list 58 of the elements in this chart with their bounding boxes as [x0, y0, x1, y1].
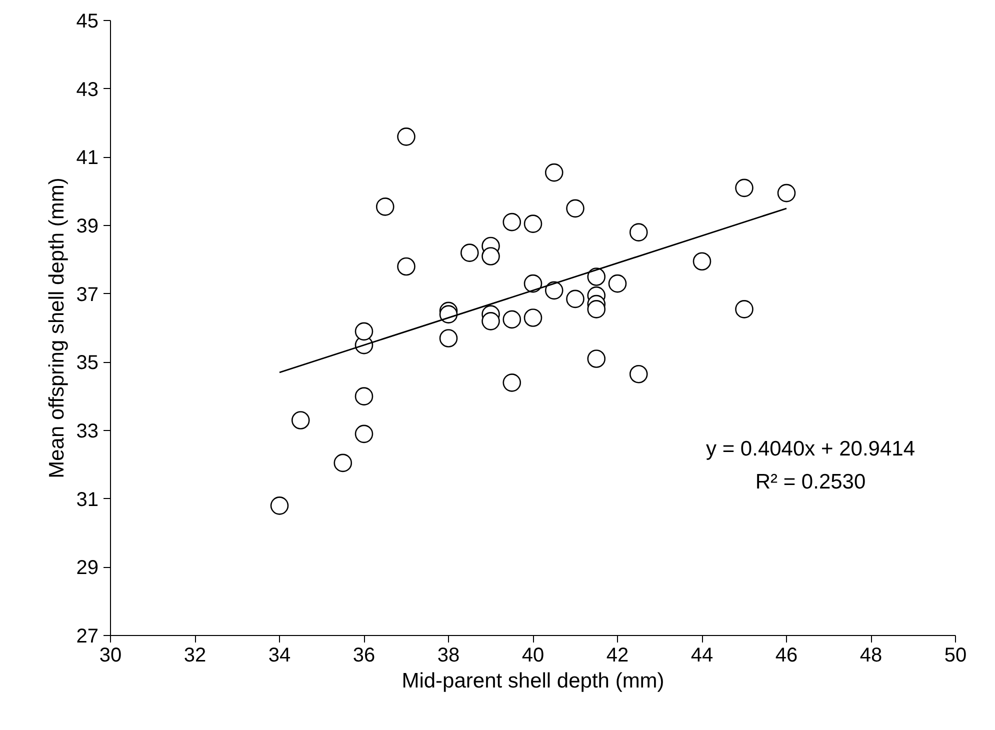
point — [777, 184, 796, 202]
point — [566, 199, 584, 218]
point — [376, 198, 394, 216]
point — [354, 424, 374, 444]
y-tick-label: 29 — [76, 557, 99, 580]
point — [460, 244, 479, 262]
point — [544, 163, 564, 182]
point — [502, 310, 522, 329]
point — [397, 128, 416, 146]
x-tick-label: 42 — [606, 644, 629, 666]
point — [397, 257, 416, 276]
x-tick-label: 44 — [690, 644, 714, 666]
y-tick-label: 35 — [76, 352, 99, 374]
point — [524, 214, 542, 233]
point — [270, 496, 289, 515]
y-tick-label: 45 — [76, 10, 99, 32]
y-tick-label: 39 — [76, 216, 99, 238]
point — [502, 374, 522, 392]
point — [566, 290, 584, 308]
point — [524, 274, 542, 293]
point — [735, 300, 754, 318]
annotation: y = 0.4040x + 20.9414 — [706, 438, 916, 460]
x-axis-title: Mid-parent shell depth (mm) — [402, 670, 664, 692]
point — [502, 212, 522, 232]
point — [587, 350, 606, 368]
annotation: R² = 0.2530 — [755, 470, 866, 494]
x-tick-label: 36 — [352, 644, 376, 666]
x-tick-label: 34 — [268, 644, 291, 666]
x-tick-label: 38 — [437, 644, 460, 666]
point — [334, 454, 352, 472]
point — [587, 268, 606, 286]
y-tick-label: 31 — [76, 488, 99, 511]
point — [354, 387, 374, 406]
point — [482, 247, 500, 266]
point — [735, 178, 754, 198]
x-tick-label: 40 — [522, 644, 544, 666]
y-tick-label: 33 — [76, 420, 99, 442]
x-tick-label: 30 — [99, 644, 122, 666]
y-tick-label: 37 — [76, 284, 99, 306]
x-tick-label: 50 — [944, 644, 967, 666]
y-tick-label: 27 — [76, 626, 99, 648]
y-tick-label: 41 — [76, 147, 99, 170]
y-axis-title: Mean offspring shell depth (mm) — [45, 178, 68, 478]
point — [291, 411, 310, 430]
point — [629, 364, 648, 384]
point — [544, 281, 564, 300]
point — [482, 312, 500, 330]
point — [692, 252, 712, 271]
x-tick-label: 46 — [775, 644, 798, 666]
point — [524, 308, 542, 327]
point — [354, 322, 374, 341]
point — [629, 223, 648, 242]
point — [439, 329, 458, 348]
x-tick-label: 32 — [184, 644, 206, 666]
x-tick-label: 48 — [860, 644, 882, 666]
y-tick-label: 43 — [76, 78, 99, 101]
point — [608, 274, 627, 293]
point — [587, 300, 606, 318]
